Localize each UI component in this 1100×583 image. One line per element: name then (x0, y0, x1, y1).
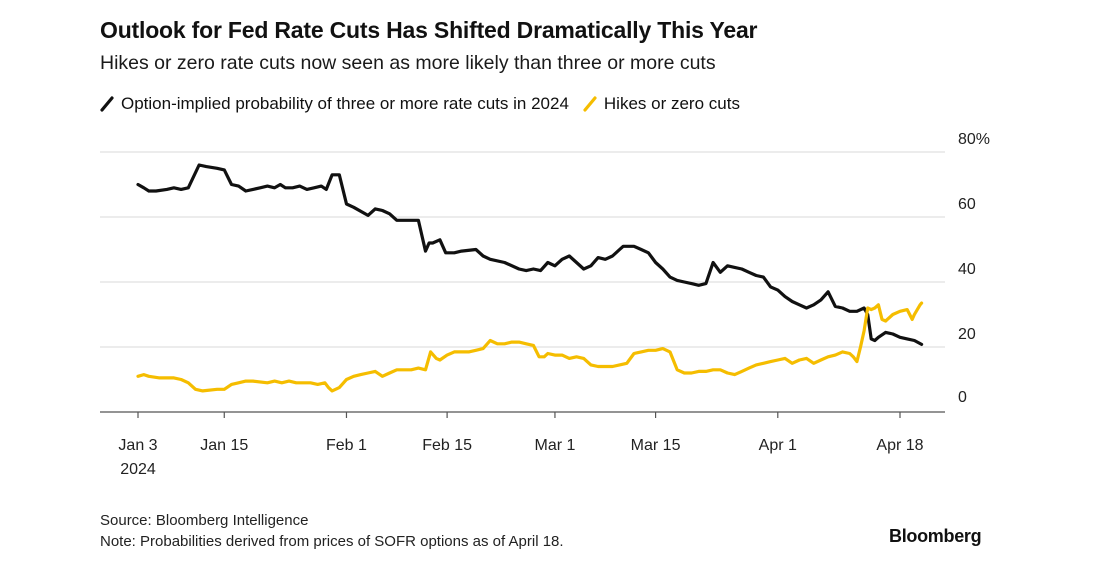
x-tick-label-0: Jan 3 (118, 437, 157, 454)
x-tick-label-7: Apr 18 (876, 437, 923, 454)
x-tick-label-3: Feb 15 (422, 437, 472, 454)
source-note: Source: Bloomberg Intelligence (100, 512, 309, 529)
chart-title: Outlook for Fed Rate Cuts Has Shifted Dr… (100, 17, 758, 43)
x-tick-label-2: Feb 1 (326, 437, 367, 454)
legend-label-hikes-zero: Hikes or zero cuts (603, 94, 740, 113)
y-tick-label-0: 0 (958, 389, 967, 406)
footnote: Note: Probabilities derived from prices … (100, 533, 564, 550)
legend-item-three-cuts: Option-implied probability of three or m… (100, 94, 569, 114)
y-tick-label-60: 60 (958, 196, 976, 213)
series-line-hikes-or-zero-cuts (136, 301, 924, 393)
legend-label-three-cuts: Option-implied probability of three or m… (121, 94, 569, 113)
x-tick-label-6: Apr 1 (759, 437, 797, 454)
x-tick-label-1: Jan 15 (200, 437, 248, 454)
bloomberg-logo: Bloomberg (889, 526, 982, 546)
x-tick-sublabel-0: 2024 (120, 461, 156, 478)
y-tick-label-40: 40 (958, 261, 976, 278)
x-tick-label-5: Mar 15 (631, 437, 681, 454)
x-tick-label-4: Mar 1 (534, 437, 575, 454)
legend-swatch-yellow (583, 96, 597, 112)
y-tick-label-20: 20 (958, 326, 976, 343)
legend: Option-implied probability of three or m… (100, 94, 754, 114)
legend-swatch-black (100, 96, 114, 112)
series-line-three-or-more-cuts (136, 163, 924, 346)
legend-item-hikes-zero: Hikes or zero cuts (583, 94, 740, 114)
y-tick-label-80: 80% (958, 131, 990, 148)
chart-subtitle: Hikes or zero rate cuts now seen as more… (100, 52, 716, 74)
